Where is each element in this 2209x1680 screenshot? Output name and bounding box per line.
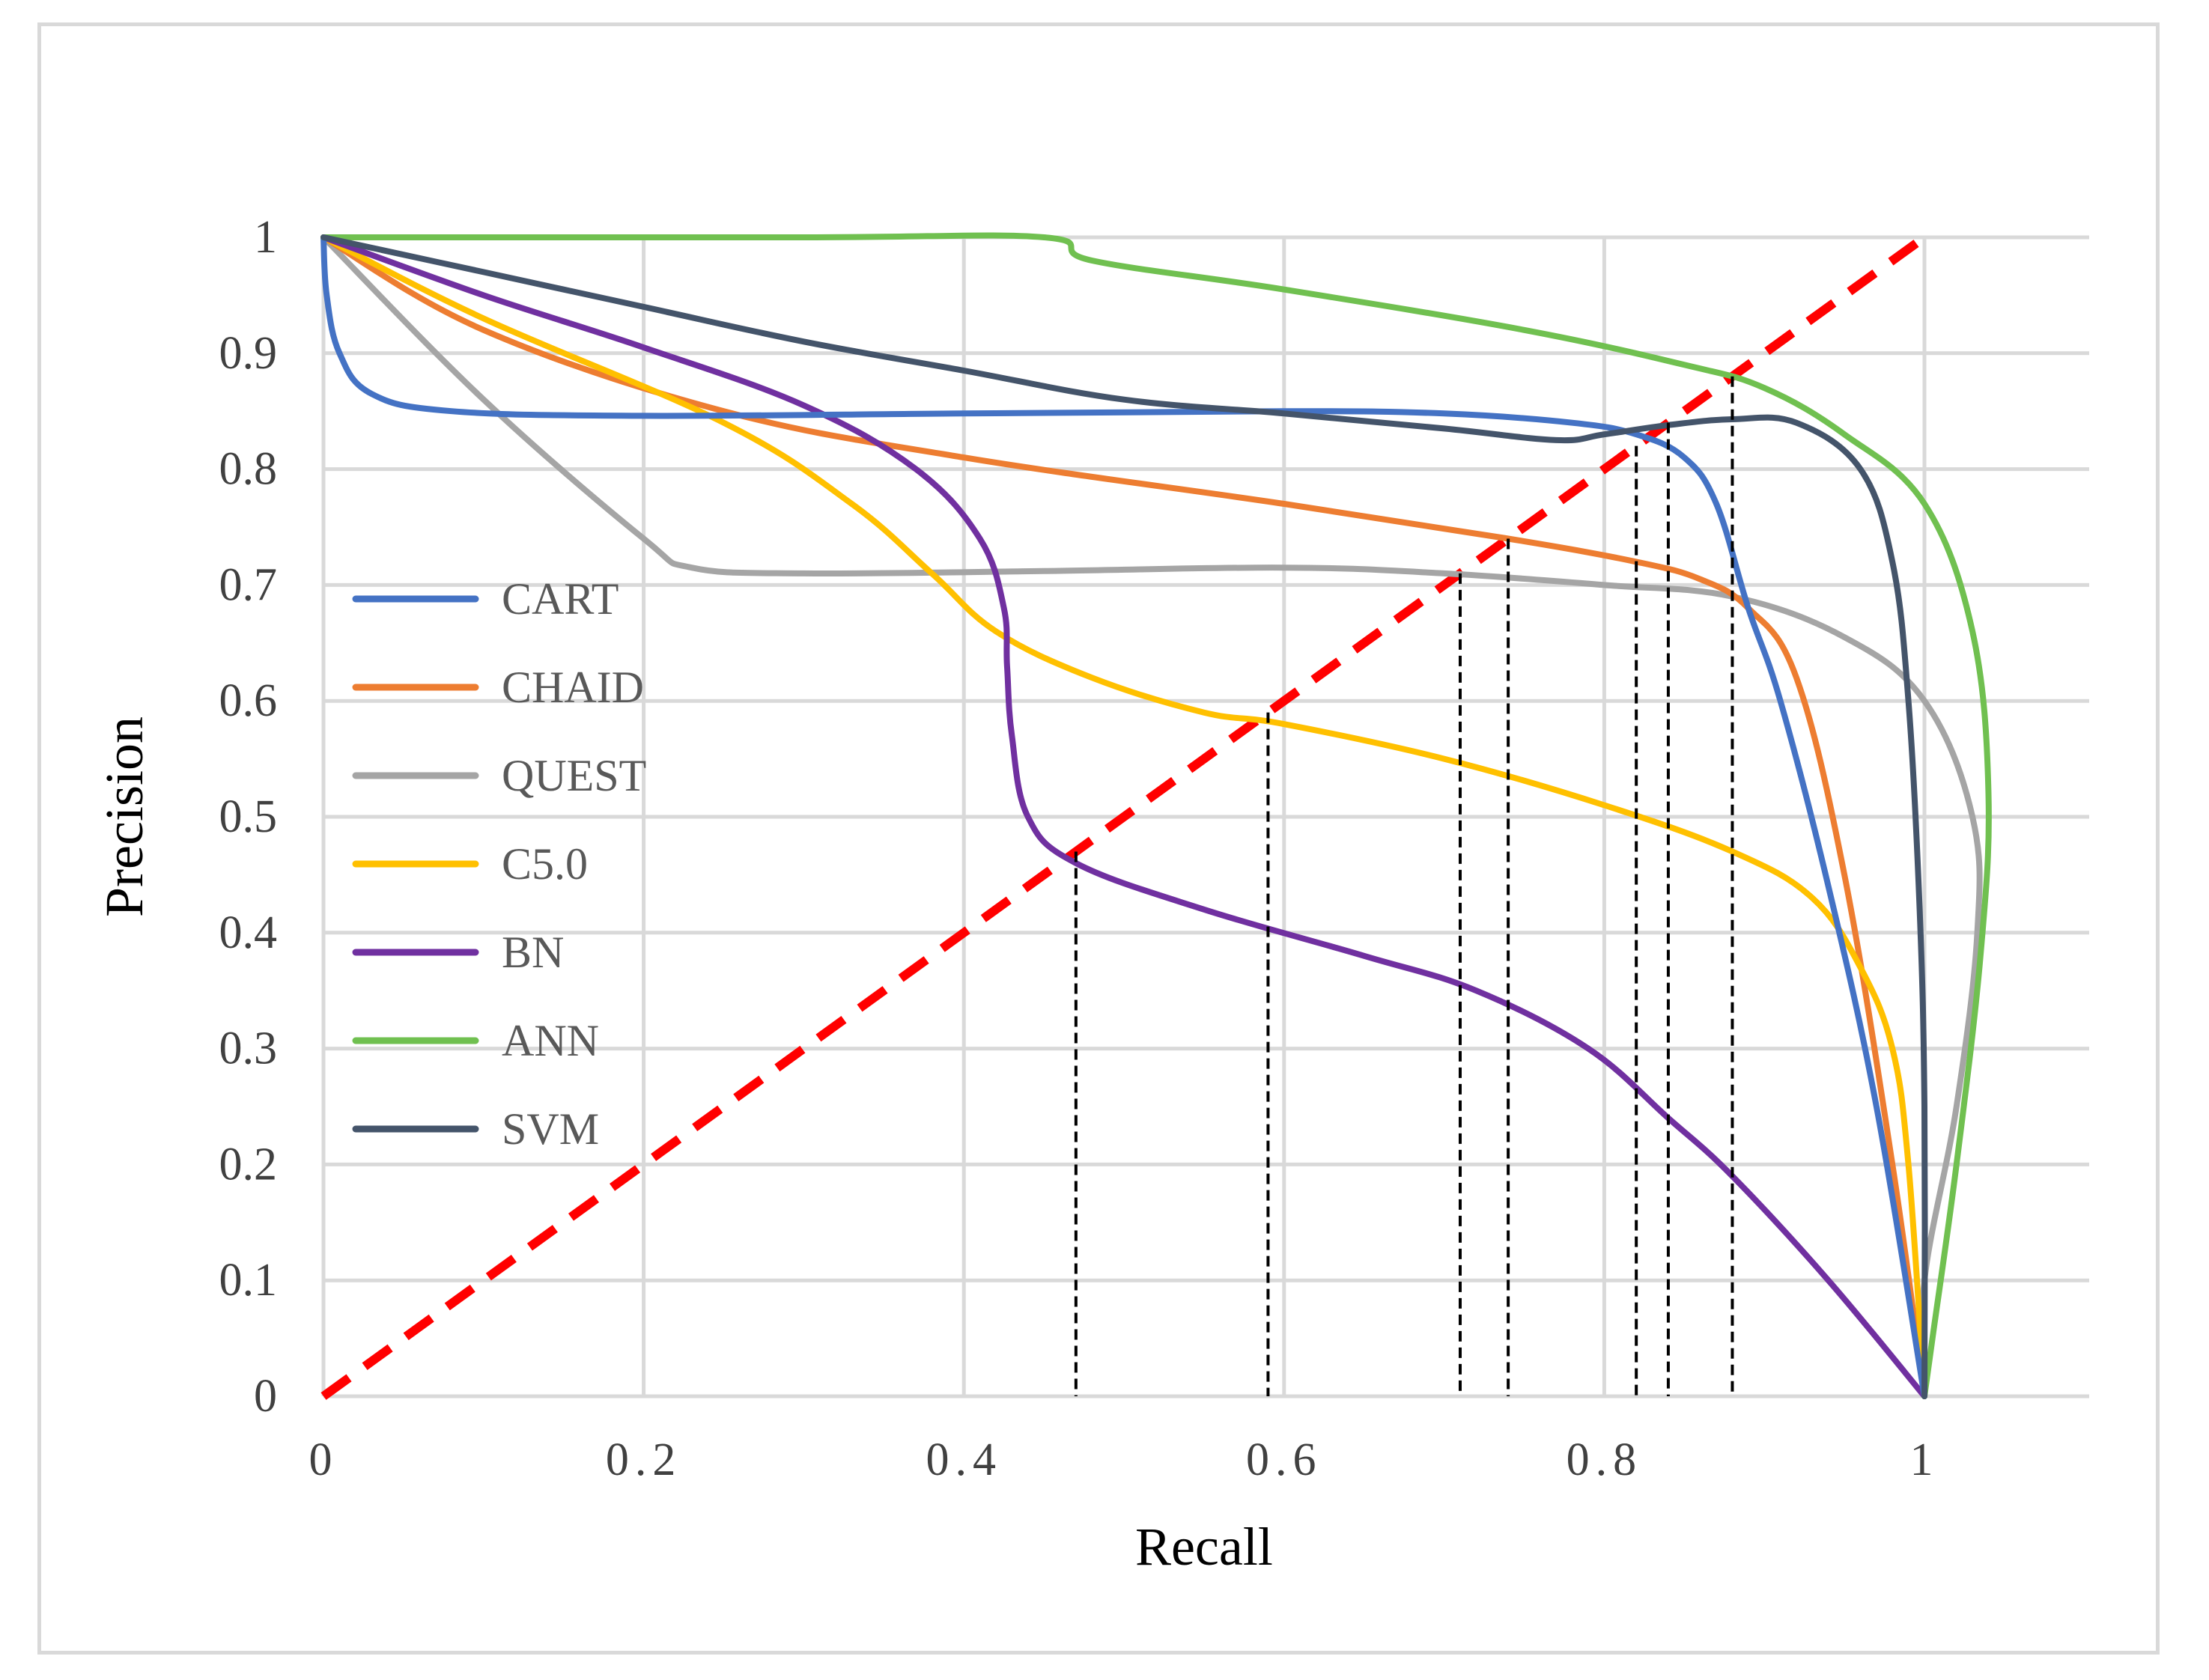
y-tick-label: 0.4 (219, 907, 278, 958)
y-tick-label: 0.7 (219, 559, 278, 610)
breakeven-markers (1074, 376, 1734, 1396)
reference-line-layer (320, 234, 1927, 1400)
legend-label-svm: SVM (502, 1104, 599, 1154)
series-line-svm (320, 234, 1928, 1399)
y-tick-label: 0 (254, 1371, 277, 1422)
x-tick-label: 0 (309, 1434, 338, 1485)
tick-labels: 0 0.1 0.2 0.3 0.4 0.5 0.6 0.7 0.8 0.9 1 0 0.2 0.4 0.6 0… (219, 212, 1939, 1485)
y-tick-label: 0.5 (219, 791, 278, 842)
y-tick-label: 0.3 (219, 1023, 278, 1074)
chart-frame: 0 0.1 0.2 0.3 0.4 0.5 0.6 0.7 0.8 0.9 1 0 0.2 0.4 0.6 0… (37, 22, 2160, 1655)
reference-diagonal-line (320, 234, 1927, 1400)
legend-label-ann: ANN (502, 1016, 599, 1065)
x-tick-label: 1 (1910, 1434, 1939, 1485)
legend: CART CHAID QUEST C5.0 BN ANN SVM (352, 574, 646, 1154)
x-tick-label: 0.4 (926, 1434, 1002, 1485)
x-tick-label: 0.6 (1246, 1434, 1322, 1485)
y-tick-label: 0.6 (219, 675, 278, 726)
precision-recall-chart: 0 0.1 0.2 0.3 0.4 0.5 0.6 0.7 0.8 0.9 1 0 0.2 0.4 0.6 0… (94, 212, 2089, 1577)
y-tick-label: 0.8 (219, 444, 278, 495)
legend-label-chaid: CHAID (502, 663, 644, 712)
y-tick-label: 0.9 (219, 328, 278, 379)
series-line-c5-0 (320, 234, 1927, 1399)
legend-label-quest: QUEST (502, 751, 646, 800)
legend-label-cart: CART (502, 574, 619, 624)
y-tick-label: 1 (254, 212, 277, 263)
x-tick-label: 0.8 (1567, 1434, 1643, 1485)
y-axis-title: Precision (94, 716, 154, 917)
legend-label-c5-0: C5.0 (502, 839, 588, 889)
series-line-cart (320, 234, 1927, 1399)
y-tick-label: 0.2 (219, 1139, 278, 1190)
x-axis-title: Recall (1135, 1517, 1273, 1577)
series-lines (320, 232, 1992, 1399)
y-tick-label: 0.1 (219, 1255, 278, 1306)
series-line-bn (320, 234, 1927, 1399)
legend-label-bn: BN (502, 928, 564, 977)
series-line-chaid (320, 234, 1927, 1399)
x-tick-label: 0.2 (606, 1434, 682, 1485)
series-line-ann (320, 232, 1992, 1399)
series-line-quest (320, 234, 1983, 1399)
